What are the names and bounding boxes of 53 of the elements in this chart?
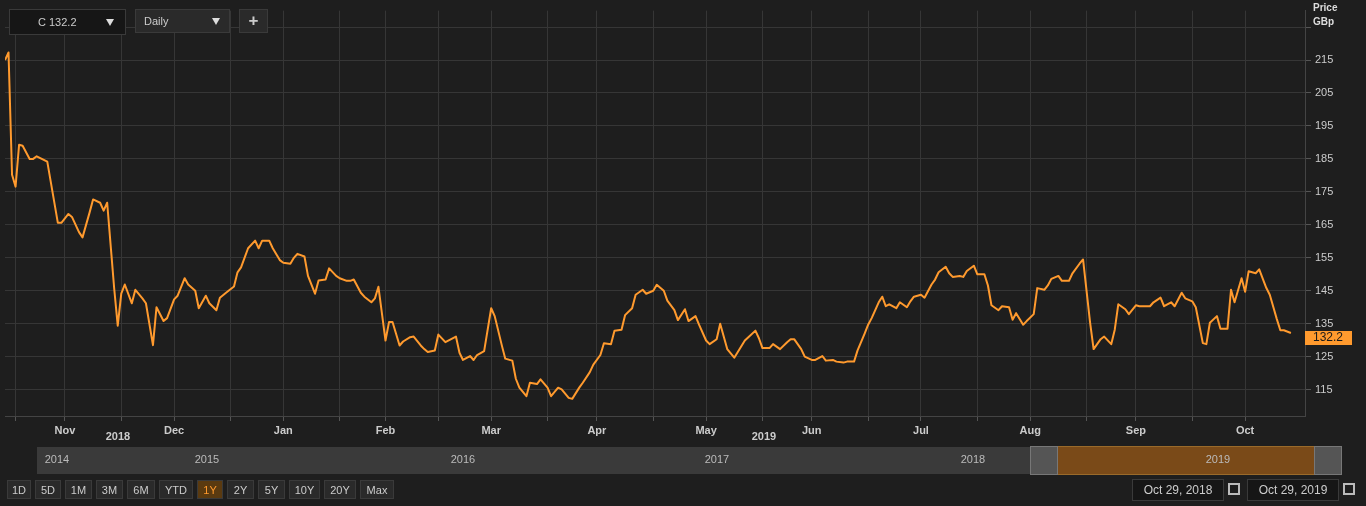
text: 5Y — [258, 480, 285, 499]
text: 2016 — [449, 453, 477, 465]
x-tick-label: Jul — [913, 423, 929, 436]
text: Max — [360, 480, 394, 499]
text: Oct 29, 2018 — [1132, 479, 1224, 501]
data-label: 132.2 — [1312, 330, 1344, 345]
x-tick-label: May — [695, 423, 718, 436]
x-tick-label: Oct — [1235, 423, 1255, 436]
y-tick-label: 135 — [1315, 316, 1334, 329]
text: YTD — [159, 480, 193, 499]
text: 1Y — [197, 480, 223, 499]
text: 2014 — [43, 453, 71, 465]
text: 2Y — [227, 480, 254, 499]
x-tick-label: Sep — [1125, 423, 1147, 436]
text: 5D — [35, 480, 61, 499]
x-tick-label: Dec — [164, 423, 185, 436]
annotation: + — [248, 11, 259, 31]
text: 2017 — [703, 453, 731, 465]
text: 2015 — [193, 453, 221, 465]
add-button: + — [239, 9, 268, 33]
y-tick-label: 215 — [1315, 53, 1334, 66]
text: 10Y — [289, 480, 320, 499]
dropdown-field: C 132.2 — [9, 9, 126, 35]
y-tick-label: 125 — [1315, 349, 1334, 362]
y-axis-title: Price GBp — [1313, 1, 1338, 27]
x-tick-label: Jun — [801, 423, 822, 436]
x-tick-label: Mar — [481, 423, 502, 436]
text: 6M — [127, 480, 155, 499]
annotation: C 132.2 — [38, 16, 77, 28]
text: 2019 — [750, 430, 778, 442]
x-tick-label: Nov — [54, 423, 77, 436]
text: 2019 — [1204, 453, 1232, 465]
text: 2018 — [959, 453, 987, 465]
x-tick-label: Feb — [375, 423, 396, 436]
y-tick-label: 205 — [1315, 86, 1334, 99]
x-tick-label: Apr — [587, 423, 608, 436]
text: 1D — [7, 480, 31, 499]
text: Oct 29, 2019 — [1247, 479, 1339, 501]
text: 3M — [96, 480, 123, 499]
y-tick-label: 155 — [1315, 250, 1334, 263]
y-tick-label: 145 — [1315, 283, 1334, 296]
annotation: Daily — [144, 15, 169, 27]
text: 20Y — [324, 480, 356, 499]
y-tick-label: 165 — [1315, 217, 1334, 230]
y-tick-label: 185 — [1315, 151, 1334, 164]
x-tick-label: Aug — [1019, 423, 1041, 436]
y-tick-label: 115 — [1315, 382, 1333, 395]
dropdown-field: Daily — [135, 9, 230, 33]
y-tick-label: 195 — [1315, 118, 1334, 131]
x-tick-label: Jan — [273, 423, 294, 436]
text: 1M — [65, 480, 92, 499]
text: 2018 — [104, 430, 132, 442]
y-tick-label: 175 — [1315, 184, 1334, 197]
